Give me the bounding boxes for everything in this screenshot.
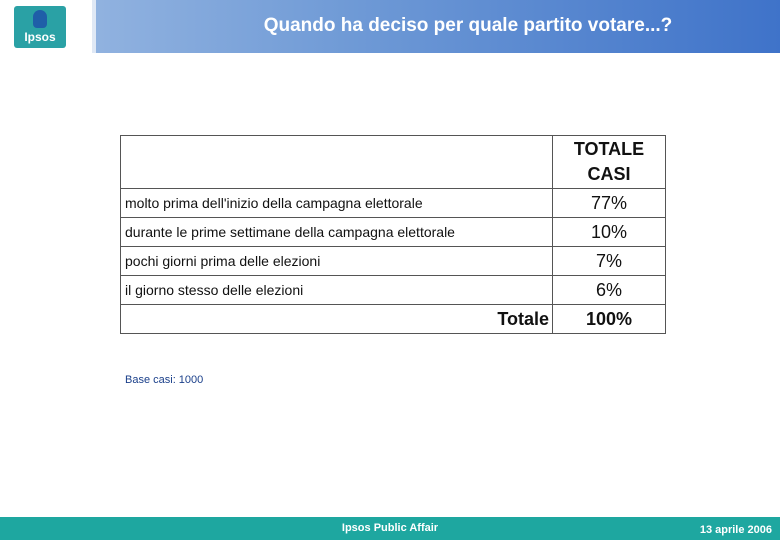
row-label: il giorno stesso delle elezioni — [120, 275, 553, 305]
column-header-line1: TOTALE — [573, 139, 645, 159]
footer-date: 13 aprile 2006 — [699, 524, 772, 536]
logo-text: Ipsos — [24, 30, 56, 44]
logo-container: Ipsos — [0, 0, 92, 53]
table-row: molto prima dell'inizio della campagna e… — [120, 188, 666, 218]
table-header-row: TOTALE CASI — [120, 135, 666, 189]
results-table: TOTALE CASI molto prima dell'inizio dell… — [120, 135, 666, 334]
row-value: 6% — [552, 275, 666, 305]
total-label: Totale — [120, 304, 553, 334]
row-value: 77% — [552, 188, 666, 218]
logo-mark-icon — [33, 10, 47, 28]
footer-bar: Ipsos Public Affair 13 aprile 2006 — [0, 517, 780, 540]
header-empty-cell — [120, 135, 553, 189]
page-title: Quando ha deciso per quale partito votar… — [263, 15, 673, 36]
base-note: Base casi: 1000 — [125, 374, 204, 386]
table-row: il giorno stesso delle elezioni 6% — [120, 275, 666, 305]
table-row: durante le prime settimane della campagn… — [120, 217, 666, 247]
ipsos-logo: Ipsos — [14, 6, 66, 48]
row-label: durante le prime settimane della campagn… — [120, 217, 553, 247]
table-row: pochi giorni prima delle elezioni 7% — [120, 246, 666, 276]
column-header-totale-casi: TOTALE CASI — [552, 135, 666, 189]
header-bar: Ipsos Quando ha deciso per quale partito… — [0, 0, 780, 53]
header-divider — [92, 0, 96, 53]
row-label: molto prima dell'inizio della campagna e… — [120, 188, 553, 218]
footer-company: Ipsos Public Affair — [341, 522, 439, 534]
row-value: 7% — [552, 246, 666, 276]
column-header-line2: CASI — [587, 164, 631, 184]
row-label: pochi giorni prima delle elezioni — [120, 246, 553, 276]
row-value: 10% — [552, 217, 666, 247]
total-row: Totale 100% — [120, 304, 666, 334]
total-value: 100% — [552, 304, 666, 334]
